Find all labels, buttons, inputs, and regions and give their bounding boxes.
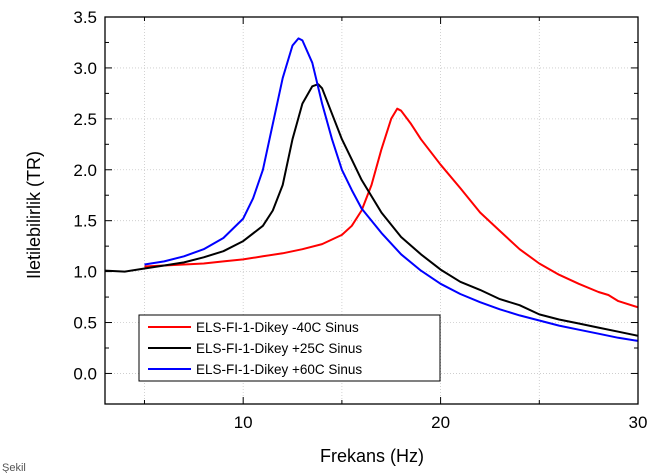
x-tick-label: 20 [431,413,450,432]
legend: ELS-FI-1-Dikey -40C Sinus ELS-FI-1-Dikey… [138,314,441,382]
series-line-3 [144,37,639,342]
series-line-2 [104,83,639,337]
x-tick-label: 30 [629,413,648,432]
y-tick-label: 1.5 [73,212,97,231]
legend-label-2: ELS-FI-1-Dikey +25C Sinus [196,341,362,356]
x-axis-title: Frekans (Hz) [320,446,424,466]
y-tick-label: 0.5 [73,314,97,333]
series-line-1 [144,107,639,309]
y-tick-label: 2.0 [73,161,97,180]
tick-labels: 10 20 30 0.0 0.5 1.0 1.5 2.0 2.5 3.0 3.5 [73,8,647,432]
series-group [104,37,639,342]
y-axis-title: Iletilebilirlik (TR) [24,151,44,279]
legend-label-3: ELS-FI-1-Dikey +60C Sinus [196,362,362,377]
x-tick-label: 10 [234,413,253,432]
axis-ticks [105,16,639,404]
y-tick-label: 3.5 [73,8,97,27]
y-tick-label: 2.5 [73,110,97,129]
plot-frame [104,16,639,405]
y-tick-label: 1.0 [73,263,97,282]
y-tick-label: 3.0 [73,59,97,78]
corner-fragment-text: Şekil [2,462,26,473]
legend-label-1: ELS-FI-1-Dikey -40C Sinus [196,320,359,335]
y-tick-label: 0.0 [73,364,97,383]
